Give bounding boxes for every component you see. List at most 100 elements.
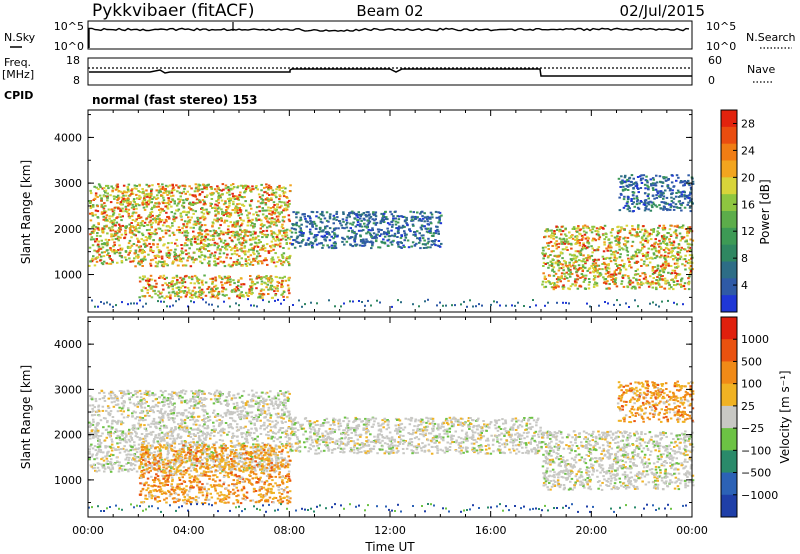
data-cell: [619, 186, 622, 188]
data-cell: [287, 279, 291, 282]
data-cell: [576, 239, 580, 242]
data-cell: [140, 221, 143, 224]
data-cell: [96, 437, 100, 440]
data-cell: [570, 259, 574, 262]
data-cell: [630, 200, 633, 202]
data-cell: [275, 220, 278, 223]
data-cell: [606, 249, 609, 252]
data-cell: [233, 231, 237, 234]
data-cell: [242, 426, 246, 429]
data-cell: [203, 258, 206, 261]
data-cell: [145, 203, 149, 206]
data-cell: [167, 217, 171, 220]
data-cell: [588, 267, 592, 270]
data-cell: [122, 197, 125, 200]
data-cell: [396, 215, 399, 218]
data-cell: [664, 251, 667, 254]
data-cell: [107, 425, 111, 428]
data-cell: [386, 227, 389, 230]
data-cell: [353, 239, 356, 241]
data-cell: [187, 276, 191, 279]
data-cell: [103, 225, 106, 228]
data-cell: [569, 265, 573, 268]
data-cell: [598, 236, 602, 239]
data-cell: [141, 232, 144, 235]
data-cell: [638, 275, 642, 277]
data-cell: [556, 261, 559, 264]
data-cell: [618, 230, 622, 233]
data-cell: [276, 186, 280, 188]
data-cell: [223, 239, 227, 242]
data-cell: [200, 451, 203, 454]
data-cell: [683, 184, 686, 187]
data-cell: [158, 260, 161, 263]
data-cell: [164, 202, 168, 204]
data-cell: [191, 413, 195, 416]
data-cell: [549, 240, 553, 243]
data-cell: [280, 453, 283, 455]
data-cell: [135, 255, 138, 258]
data-cell: [150, 232, 153, 234]
data-cell: [611, 273, 614, 276]
data-cell: [614, 277, 618, 280]
data-cell: [580, 234, 584, 237]
data-cell: [368, 232, 372, 235]
data-cell: [367, 299, 369, 302]
data-cell: [154, 221, 158, 224]
data-cell: [565, 271, 568, 274]
data-cell: [198, 389, 201, 392]
data-cell: [228, 202, 231, 205]
data-cell: [242, 186, 245, 189]
data-cell: [328, 239, 332, 242]
data-cell: [106, 241, 109, 244]
data-cell: [158, 214, 161, 216]
data-cell: [180, 391, 184, 394]
data-cell: [635, 235, 638, 238]
data-cell: [658, 195, 661, 198]
data-cell: [628, 210, 631, 213]
data-cell: [138, 263, 142, 266]
data-cell: [566, 240, 570, 243]
data-cell: [278, 184, 281, 187]
data-cell: [392, 215, 395, 218]
data-cell: [352, 221, 355, 224]
data-cell: [396, 230, 400, 233]
data-cell: [686, 261, 690, 264]
data-cell: [253, 304, 255, 307]
data-cell: [145, 189, 148, 192]
data-cell: [560, 225, 564, 228]
data-cell: [176, 279, 179, 281]
data-cell: [362, 229, 365, 232]
data-cell: [300, 233, 304, 236]
data-cell: [91, 257, 94, 260]
data-cell: [645, 281, 648, 284]
data-cell: [271, 217, 274, 220]
data-cell: [124, 208, 128, 211]
data-cell: [591, 228, 595, 231]
data-cell: [226, 433, 229, 436]
data-cell: [249, 220, 253, 223]
data-cell: [613, 270, 617, 273]
data-cell: [210, 193, 213, 196]
data-cell: [370, 240, 373, 243]
data-cell: [635, 279, 638, 282]
data-cell: [227, 264, 231, 267]
data-cell: [202, 414, 206, 417]
data-cell: [100, 262, 104, 265]
data-cell: [222, 252, 226, 255]
data-cell: [262, 299, 264, 302]
data-cell: [118, 244, 121, 247]
data-cell: [649, 178, 652, 181]
data-cell: [674, 195, 678, 198]
data-cell: [657, 251, 661, 254]
data-cell: [297, 242, 301, 244]
data-cell: [670, 181, 674, 184]
data-cell: [263, 186, 266, 189]
data-cell: [162, 244, 165, 247]
data-cell: [374, 235, 378, 238]
data-cell: [337, 227, 340, 230]
data-cell: [562, 238, 565, 241]
data-cell: [414, 215, 417, 218]
data-cell: [556, 281, 559, 284]
data-cell: [281, 237, 285, 240]
